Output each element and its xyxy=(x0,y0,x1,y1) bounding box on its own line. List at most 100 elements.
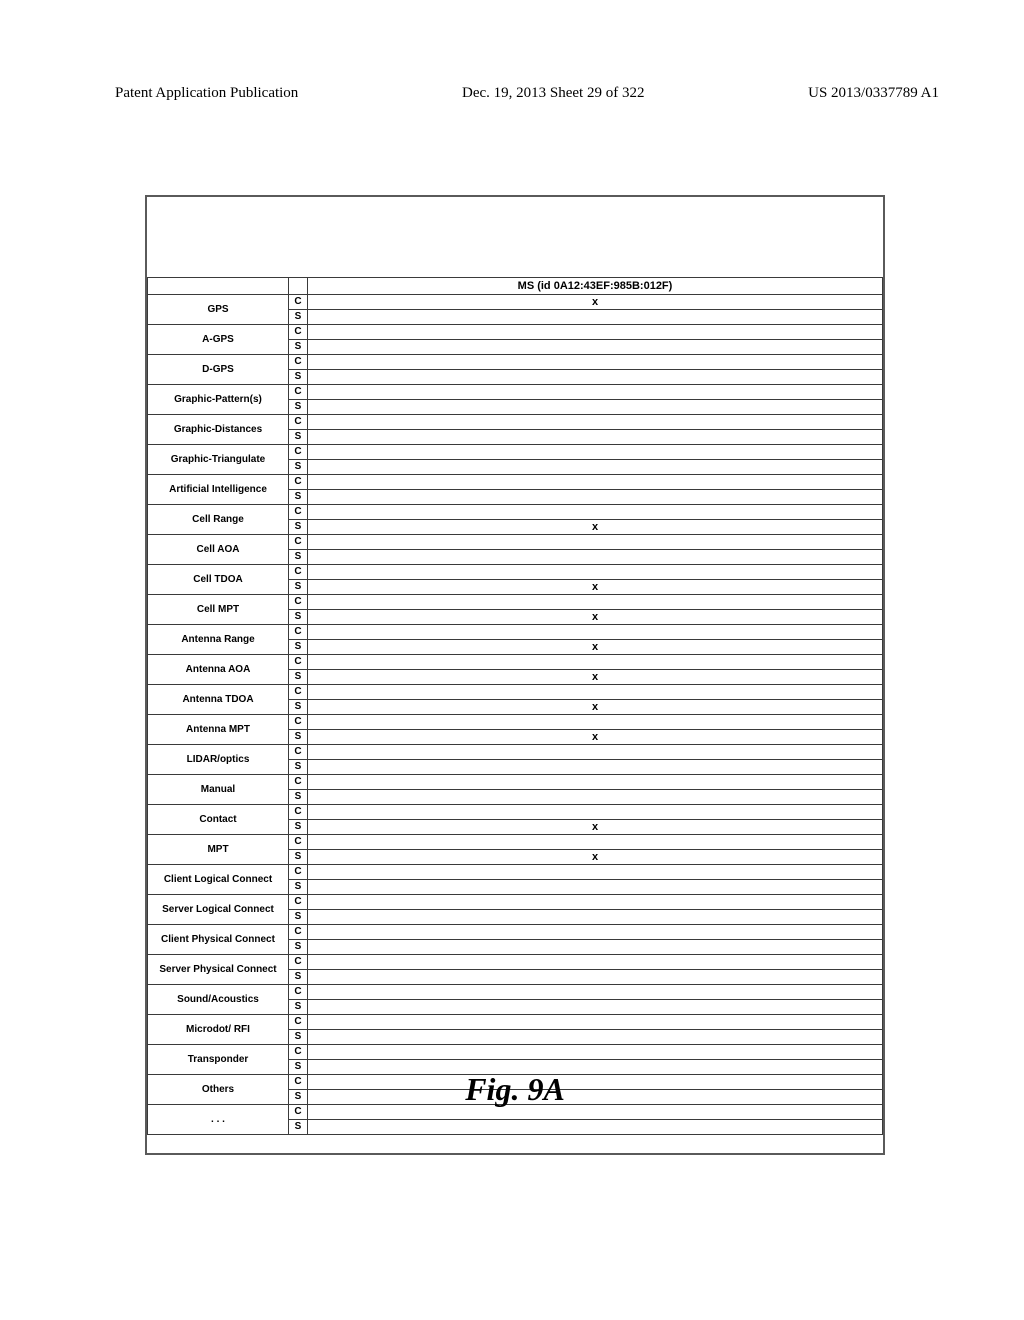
table-row: Sound/AcousticsC xyxy=(148,985,883,1000)
cs-cell-s: S xyxy=(289,340,308,355)
data-cell-s: x xyxy=(308,670,883,685)
data-cell-c xyxy=(308,625,883,640)
row-label: Contact xyxy=(148,805,289,835)
data-cell-s xyxy=(308,1030,883,1045)
data-cell-c xyxy=(308,895,883,910)
figure-box: MS (id 0A12:43EF:985B:012F) GPSCxSA-GPSC… xyxy=(145,195,885,1155)
cs-cell-c: C xyxy=(289,295,308,310)
data-cell-s: x xyxy=(308,820,883,835)
cs-cell-c: C xyxy=(289,835,308,850)
cs-cell-c: C xyxy=(289,925,308,940)
cs-cell-c: C xyxy=(289,895,308,910)
row-label: Cell TDOA xyxy=(148,565,289,595)
data-cell-c xyxy=(308,985,883,1000)
page-header: Patent Application Publication Dec. 19, … xyxy=(115,85,939,102)
cs-cell-s: S xyxy=(289,880,308,895)
cs-cell-c: C xyxy=(289,565,308,580)
cs-cell-c: C xyxy=(289,445,308,460)
table-row: Cell MPTC xyxy=(148,595,883,610)
table-row: Microdot/ RFIC xyxy=(148,1015,883,1030)
cs-cell-s: S xyxy=(289,760,308,775)
cs-cell-s: S xyxy=(289,640,308,655)
row-label: Cell MPT xyxy=(148,595,289,625)
data-cell-c xyxy=(308,865,883,880)
row-label: Microdot/ RFI xyxy=(148,1015,289,1045)
table-container: MS (id 0A12:43EF:985B:012F) GPSCxSA-GPSC… xyxy=(147,277,883,1135)
cs-cell-c: C xyxy=(289,325,308,340)
cs-cell-c: C xyxy=(289,475,308,490)
header-left: Patent Application Publication xyxy=(115,85,298,102)
header-ms-id: MS (id 0A12:43EF:985B:012F) xyxy=(308,278,883,295)
cs-cell-s: S xyxy=(289,310,308,325)
row-label: . . . xyxy=(148,1105,289,1135)
data-cell-c xyxy=(308,835,883,850)
table-row: ManualC xyxy=(148,775,883,790)
header-blank-cs xyxy=(289,278,308,295)
row-label: GPS xyxy=(148,295,289,325)
cs-cell-c: C xyxy=(289,955,308,970)
cs-cell-c: C xyxy=(289,685,308,700)
cs-cell-c: C xyxy=(289,1015,308,1030)
data-cell-s xyxy=(308,1120,883,1135)
data-cell-s xyxy=(308,370,883,385)
cs-cell-s: S xyxy=(289,1030,308,1045)
table-header-row: MS (id 0A12:43EF:985B:012F) xyxy=(148,278,883,295)
table-row: GPSCx xyxy=(148,295,883,310)
row-label: D-GPS xyxy=(148,355,289,385)
row-label: Sound/Acoustics xyxy=(148,985,289,1015)
cs-cell-c: C xyxy=(289,385,308,400)
row-label: A-GPS xyxy=(148,325,289,355)
cs-cell-s: S xyxy=(289,970,308,985)
table-row: ContactC xyxy=(148,805,883,820)
row-label: Server Logical Connect xyxy=(148,895,289,925)
data-cell-s: x xyxy=(308,580,883,595)
header-center: Dec. 19, 2013 Sheet 29 of 322 xyxy=(462,85,644,102)
cs-cell-c: C xyxy=(289,985,308,1000)
cs-cell-c: C xyxy=(289,715,308,730)
cs-cell-s: S xyxy=(289,400,308,415)
table-row: Client Logical ConnectC xyxy=(148,865,883,880)
cs-cell-c: C xyxy=(289,625,308,640)
row-label: Graphic-Distances xyxy=(148,415,289,445)
data-cell-c xyxy=(308,1045,883,1060)
data-cell-c xyxy=(308,415,883,430)
cs-cell-s: S xyxy=(289,910,308,925)
data-cell-c xyxy=(308,445,883,460)
table-row: Cell AOAC xyxy=(148,535,883,550)
table-row: Graphic-DistancesC xyxy=(148,415,883,430)
cs-cell-c: C xyxy=(289,595,308,610)
figure-caption: Fig. 9A xyxy=(147,1071,883,1108)
data-cell-c xyxy=(308,805,883,820)
row-label: Graphic-Pattern(s) xyxy=(148,385,289,415)
table-row: Antenna RangeC xyxy=(148,625,883,640)
cs-cell-s: S xyxy=(289,790,308,805)
row-label: Antenna TDOA xyxy=(148,685,289,715)
cs-cell-s: S xyxy=(289,730,308,745)
header-right: US 2013/0337789 A1 xyxy=(808,85,939,102)
table-row: Cell TDOAC xyxy=(148,565,883,580)
table-row: Antenna TDOAC xyxy=(148,685,883,700)
row-label: Antenna MPT xyxy=(148,715,289,745)
cs-cell-c: C xyxy=(289,415,308,430)
data-cell-c xyxy=(308,475,883,490)
data-cell-s: x xyxy=(308,610,883,625)
data-cell-s xyxy=(308,310,883,325)
row-label: Client Physical Connect xyxy=(148,925,289,955)
data-cell-s xyxy=(308,430,883,445)
cs-cell-s: S xyxy=(289,820,308,835)
cs-cell-s: S xyxy=(289,580,308,595)
cs-cell-s: S xyxy=(289,1120,308,1135)
data-cell-c xyxy=(308,505,883,520)
table-row: Server Logical ConnectC xyxy=(148,895,883,910)
data-cell-c xyxy=(308,685,883,700)
data-cell-s xyxy=(308,340,883,355)
data-cell-c xyxy=(308,325,883,340)
data-cell-c xyxy=(308,715,883,730)
row-label: LIDAR/optics xyxy=(148,745,289,775)
row-label: Antenna AOA xyxy=(148,655,289,685)
table-row: D-GPSC xyxy=(148,355,883,370)
cs-cell-c: C xyxy=(289,1045,308,1060)
row-label: Graphic-Triangulate xyxy=(148,445,289,475)
data-cell-s xyxy=(308,460,883,475)
data-cell-s xyxy=(308,970,883,985)
